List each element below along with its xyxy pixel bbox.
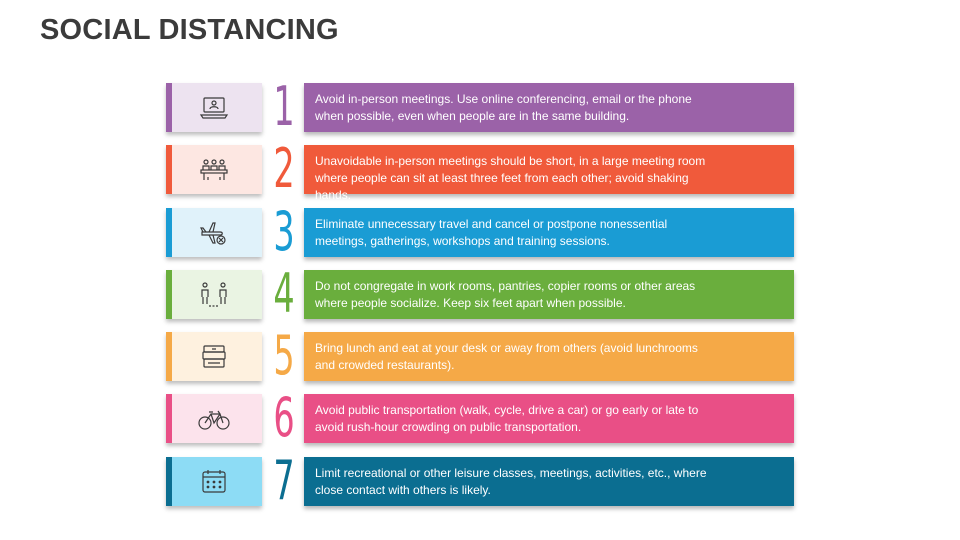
accent-bar (166, 270, 172, 319)
step-text: Bring lunch and eat at your desk or away… (315, 341, 698, 372)
step-number: 3 (273, 200, 295, 263)
laptop-video-icon (196, 93, 232, 123)
step-text: Unavoidable in-person meetings should be… (315, 154, 706, 202)
step-text: Eliminate unnecessary travel and cancel … (315, 217, 668, 248)
accent-bar (166, 145, 172, 194)
step-number: 5 (273, 324, 295, 387)
list-item: 1 Avoid in-person meetings. Use online c… (166, 77, 794, 137)
step-text: Avoid in-person meetings. Use online con… (315, 92, 692, 123)
step-text-panel: Bring lunch and eat at your desk or away… (304, 332, 794, 381)
step-text-panel: Avoid public transportation (walk, cycle… (304, 394, 794, 443)
step-text-panel: Eliminate unnecessary travel and cancel … (304, 208, 794, 257)
list-item: 3 Eliminate unnecessary travel and cance… (166, 202, 794, 262)
icon-panel (166, 270, 262, 319)
step-text-panel: Do not congregate in work rooms, pantrie… (304, 270, 794, 319)
step-number: 7 (273, 449, 295, 512)
step-text: Limit recreational or other leisure clas… (315, 466, 707, 497)
step-text-panel: Unavoidable in-person meetings should be… (304, 145, 794, 202)
accent-bar (166, 332, 172, 381)
page-title: SOCIAL DISTANCING (40, 14, 339, 46)
accent-bar (166, 83, 172, 132)
no-flight-icon (196, 218, 232, 248)
step-number: 6 (273, 386, 295, 449)
icon-panel (166, 83, 262, 132)
icon-panel (166, 332, 262, 381)
lunch-box-icon (196, 342, 232, 372)
list-item: 6 Avoid public transportation (walk, cyc… (166, 388, 794, 448)
icon-panel (166, 457, 262, 506)
step-number: 4 (273, 262, 295, 325)
icon-panel (166, 208, 262, 257)
step-text-panel: Avoid in-person meetings. Use online con… (304, 83, 794, 132)
icon-panel (166, 394, 262, 443)
step-text: Avoid public transportation (walk, cycle… (315, 403, 699, 434)
bicycle-icon (196, 404, 232, 434)
people-distance-icon (196, 280, 232, 310)
step-number: 2 (273, 137, 295, 200)
accent-bar (166, 208, 172, 257)
list-item: 7 Limit recreational or other leisure cl… (166, 451, 794, 511)
list-item: 5 Bring lunch and eat at your desk or aw… (166, 326, 794, 386)
icon-panel (166, 145, 262, 194)
list-item: 2 Unavoidable in-person meetings should … (166, 139, 794, 202)
accent-bar (166, 457, 172, 506)
step-number: 1 (273, 75, 295, 138)
list-item: 4 Do not congregate in work rooms, pantr… (166, 264, 794, 324)
calendar-icon (196, 467, 232, 497)
meeting-table-icon (196, 155, 232, 185)
step-text-panel: Limit recreational or other leisure clas… (304, 457, 794, 506)
accent-bar (166, 394, 172, 443)
step-text: Do not congregate in work rooms, pantrie… (315, 279, 696, 310)
